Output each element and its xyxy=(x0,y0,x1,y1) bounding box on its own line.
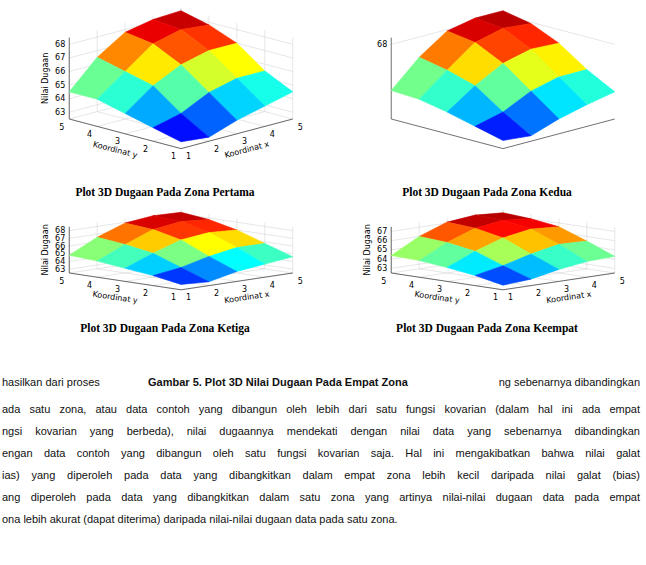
svg-text:Koordinat x: Koordinat x xyxy=(546,290,593,306)
svg-text:64: 64 xyxy=(55,257,65,266)
svg-text:1: 1 xyxy=(171,293,176,302)
svg-text:63: 63 xyxy=(377,264,387,273)
html-text:engan data contoh yang dibangu: engan data contoh yang dibangun oleh sat… xyxy=(2,447,640,459)
svg-text:3: 3 xyxy=(241,284,247,294)
svg-text:3: 3 xyxy=(115,284,121,294)
svg-text:68: 68 xyxy=(55,226,65,235)
svg-text:65: 65 xyxy=(55,81,65,90)
svg-text:63: 63 xyxy=(55,108,65,117)
svg-text:Nilai Dugaan: Nilai Dugaan xyxy=(363,224,372,275)
svg-text:67: 67 xyxy=(377,227,387,236)
svg-text:64: 64 xyxy=(55,94,65,103)
svg-text:68: 68 xyxy=(55,40,65,49)
html-text:Plot 3D Dugaan Pada Zona Keemp: Plot 3D Dugaan Pada Zona Keempat xyxy=(396,322,578,334)
svg-text:5: 5 xyxy=(59,123,64,132)
svg-text:3: 3 xyxy=(115,137,121,147)
svg-text:Koordinat x: Koordinat x xyxy=(224,140,271,160)
svg-text:Koordinat x: Koordinat x xyxy=(224,290,271,306)
svg-text:67: 67 xyxy=(55,234,65,243)
svg-text:3: 3 xyxy=(437,284,443,294)
svg-text:Nilai Dugaan: Nilai Dugaan xyxy=(41,53,50,104)
svg-text:3: 3 xyxy=(563,284,569,294)
svg-text:3: 3 xyxy=(241,137,247,147)
html-text:Plot 3D Dugaan Pada Zona Ketig: Plot 3D Dugaan Pada Zona Ketiga xyxy=(80,322,250,334)
svg-text:2: 2 xyxy=(536,289,541,298)
svg-text:4: 4 xyxy=(87,130,92,139)
svg-text:66: 66 xyxy=(55,67,65,76)
svg-text:1: 1 xyxy=(186,152,191,161)
svg-text:65: 65 xyxy=(55,249,65,258)
svg-text:5: 5 xyxy=(620,277,625,286)
svg-text:5: 5 xyxy=(298,277,303,286)
svg-text:2: 2 xyxy=(143,289,148,298)
svg-text:2: 2 xyxy=(143,145,148,154)
svg-text:63: 63 xyxy=(55,265,65,274)
svg-text:1: 1 xyxy=(171,152,176,161)
svg-text:4: 4 xyxy=(270,130,275,139)
svg-text:4: 4 xyxy=(592,281,597,290)
svg-text:4: 4 xyxy=(270,281,275,290)
html-text:Gambar 5. Plot 3D Nilai Dugaan: Gambar 5. Plot 3D Nilai Dugaan Pada Empa… xyxy=(148,376,408,388)
svg-text:2: 2 xyxy=(214,145,219,154)
html-text:ias) yang diperoleh pada data: ias) yang diperoleh pada data yang diban… xyxy=(2,469,640,481)
html-text:ngsi kovarian yang berbeda), n: ngsi kovarian yang berbeda), nilai dugaa… xyxy=(2,425,640,437)
html-text:Plot 3D Dugaan Pada Zona Kedua: Plot 3D Dugaan Pada Zona Kedua xyxy=(402,186,572,198)
html-text:ang diperoleh pada data yang d: ang diperoleh pada data yang dibangkitka… xyxy=(2,491,640,503)
svg-text:Nilai Dugaan: Nilai Dugaan xyxy=(41,224,50,275)
svg-text:65: 65 xyxy=(377,245,387,254)
svg-text:Koordinat y: Koordinat y xyxy=(92,290,139,306)
svg-text:2: 2 xyxy=(214,289,219,298)
html-text:hasilkan dari proses: hasilkan dari proses xyxy=(2,376,100,388)
svg-text:1: 1 xyxy=(186,293,191,302)
svg-text:64: 64 xyxy=(377,255,387,264)
svg-text:5: 5 xyxy=(59,277,64,286)
svg-text:68: 68 xyxy=(377,40,387,49)
svg-text:2: 2 xyxy=(465,289,470,298)
svg-text:1: 1 xyxy=(508,293,513,302)
svg-text:66: 66 xyxy=(377,236,387,245)
svg-text:Koordinat y: Koordinat y xyxy=(92,140,139,160)
svg-text:5: 5 xyxy=(298,123,303,132)
svg-text:1: 1 xyxy=(493,293,498,302)
svg-text:4: 4 xyxy=(87,281,92,290)
svg-text:67: 67 xyxy=(55,53,65,62)
html-text:Plot 3D Dugaan Pada Zona Perta: Plot 3D Dugaan Pada Zona Pertama xyxy=(75,186,255,198)
svg-text:4: 4 xyxy=(409,281,414,290)
html-text:ona lebih akurat (dapat diteri: ona lebih akurat (dapat diterima) daripa… xyxy=(2,513,398,525)
html-text:ada satu zona, atau data conto: ada satu zona, atau data contoh yang dib… xyxy=(2,403,640,415)
svg-text:5: 5 xyxy=(381,277,386,286)
svg-text:66: 66 xyxy=(55,242,65,251)
svg-text:Koordinat y: Koordinat y xyxy=(414,290,461,306)
html-text:ng sebenarnya dibandingkan: ng sebenarnya dibandingkan xyxy=(498,376,640,388)
